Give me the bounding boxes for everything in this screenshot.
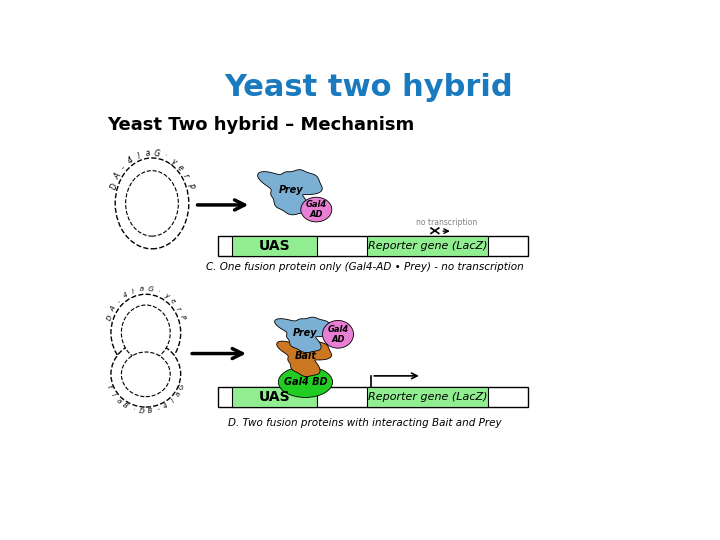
FancyBboxPatch shape	[367, 236, 487, 256]
Text: 4: 4	[122, 292, 129, 299]
Polygon shape	[258, 170, 323, 215]
Text: a: a	[175, 391, 182, 398]
FancyBboxPatch shape	[367, 387, 487, 408]
Text: Prey: Prey	[293, 328, 318, 338]
Text: B: B	[148, 408, 153, 414]
Text: D. Two fusion proteins with interacting Bait and Prey: D. Two fusion proteins with interacting …	[228, 418, 502, 428]
FancyBboxPatch shape	[232, 236, 317, 256]
Ellipse shape	[115, 158, 189, 249]
Text: Bait: Bait	[294, 351, 317, 361]
Text: Reporter gene (LacZ): Reporter gene (LacZ)	[368, 393, 487, 402]
Text: y: y	[169, 156, 178, 166]
Text: -: -	[116, 299, 122, 305]
Text: UAS: UAS	[258, 390, 290, 404]
Text: ·: ·	[131, 406, 135, 413]
Text: D: D	[138, 408, 145, 414]
Ellipse shape	[126, 171, 179, 236]
Text: l: l	[136, 152, 141, 161]
Text: UAS: UAS	[258, 239, 290, 253]
Ellipse shape	[301, 197, 332, 222]
Text: e: e	[169, 298, 176, 305]
Ellipse shape	[279, 367, 333, 397]
Text: D: D	[109, 182, 120, 191]
Text: 4: 4	[126, 156, 135, 166]
Text: P: P	[185, 183, 195, 190]
Text: D: D	[106, 314, 113, 321]
Text: 4: 4	[163, 402, 170, 409]
Text: r: r	[181, 173, 191, 180]
Text: Prey: Prey	[279, 185, 304, 194]
Ellipse shape	[111, 294, 181, 372]
Ellipse shape	[122, 305, 170, 361]
Text: a: a	[139, 286, 144, 292]
Text: Yeast two hybrid: Yeast two hybrid	[225, 73, 513, 103]
Ellipse shape	[111, 342, 181, 407]
Text: l: l	[170, 398, 176, 403]
Text: G: G	[153, 149, 160, 158]
Text: C. One fusion protein only (Gal4-AD • Prey) - no transcription: C. One fusion protein only (Gal4-AD • Pr…	[206, 261, 524, 272]
Text: G: G	[179, 383, 186, 390]
Text: r: r	[175, 306, 181, 312]
Text: Reporter gene (LacZ): Reporter gene (LacZ)	[368, 241, 487, 251]
Text: P: P	[179, 315, 186, 321]
Text: ·: ·	[163, 151, 168, 161]
Text: a: a	[115, 397, 122, 404]
Text: t: t	[106, 384, 112, 389]
Text: ·: ·	[156, 288, 161, 294]
FancyBboxPatch shape	[218, 387, 528, 408]
Text: G: G	[147, 286, 153, 293]
Text: no transcription: no transcription	[416, 218, 477, 227]
Text: -: -	[156, 406, 161, 413]
Polygon shape	[274, 317, 333, 353]
Text: e: e	[176, 163, 185, 173]
Text: A: A	[113, 172, 123, 181]
Text: a: a	[145, 149, 150, 158]
Text: -: -	[120, 164, 128, 172]
Text: Yeast Two hybrid – Mechanism: Yeast Two hybrid – Mechanism	[107, 116, 414, 134]
Text: Gal4
AD: Gal4 AD	[328, 325, 348, 344]
Text: y: y	[163, 292, 170, 299]
Text: B: B	[122, 402, 129, 409]
Text: +: +	[160, 350, 175, 368]
Text: i: i	[110, 392, 116, 397]
FancyBboxPatch shape	[232, 387, 317, 408]
Text: Gal4 BD: Gal4 BD	[284, 377, 328, 387]
Text: Gal4
AD: Gal4 AD	[306, 200, 327, 219]
Ellipse shape	[122, 352, 170, 397]
Polygon shape	[276, 340, 331, 376]
FancyBboxPatch shape	[218, 236, 528, 256]
Text: A: A	[109, 306, 117, 313]
Ellipse shape	[323, 320, 354, 348]
Text: l: l	[131, 288, 135, 294]
